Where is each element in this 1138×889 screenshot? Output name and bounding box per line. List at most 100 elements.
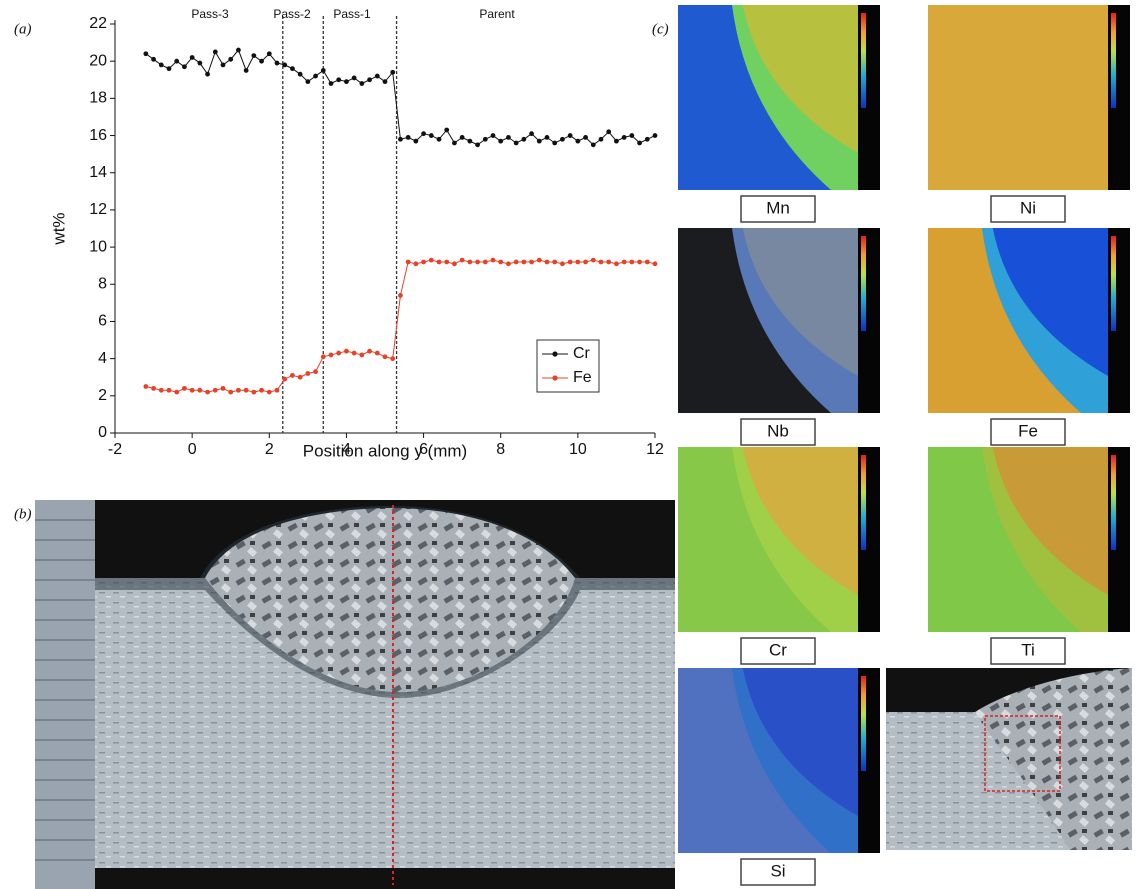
data-point: [398, 293, 403, 298]
y-tick-label: 20: [89, 52, 107, 69]
data-point: [329, 81, 334, 86]
data-point: [251, 53, 256, 58]
legend-swatch: [552, 351, 557, 356]
data-point: [583, 135, 588, 140]
x-axis-label: Position along y (mm): [303, 441, 467, 460]
data-point: [529, 131, 534, 136]
data-point: [452, 141, 457, 146]
panel-label: (c): [652, 21, 669, 37]
data-point: [429, 258, 434, 263]
data-point: [614, 139, 619, 144]
data-point: [383, 354, 388, 359]
data-point: [313, 74, 318, 79]
data-point: [174, 390, 179, 395]
data-point: [190, 55, 195, 60]
map-label: Ti: [1021, 640, 1035, 659]
data-point: [359, 81, 364, 86]
data-point: [352, 76, 357, 81]
legend-label: Cr: [573, 345, 591, 362]
data-point: [228, 57, 233, 62]
data-point: [298, 72, 303, 77]
data-point: [313, 369, 318, 374]
data-point: [413, 261, 418, 266]
data-point: [352, 351, 357, 356]
y-tick-label: 6: [98, 313, 107, 330]
data-point: [606, 260, 611, 265]
data-point: [159, 63, 164, 68]
colorbar: [1111, 236, 1116, 331]
data-point: [205, 390, 210, 395]
legend-label: Fe: [573, 369, 592, 386]
element-map: Ni: [928, 5, 1130, 222]
data-point: [521, 260, 526, 265]
weld-inset: [886, 668, 1132, 850]
element-map: Fe: [928, 228, 1130, 445]
data-point: [575, 139, 580, 144]
x-tick-label: 10: [569, 441, 587, 458]
data-point: [622, 260, 627, 265]
data-point: [599, 260, 604, 265]
y-tick-label: 16: [89, 127, 107, 144]
colorbar: [861, 236, 866, 331]
data-point: [421, 260, 426, 265]
data-point: [336, 351, 341, 356]
figure: (a) (b) (c) MnNiNbFeCrTiSi 0246810121416…: [0, 0, 1138, 889]
data-point: [228, 390, 233, 395]
data-point: [406, 135, 411, 140]
data-point: [275, 61, 280, 66]
data-point: [452, 261, 457, 266]
colorbar: [1111, 13, 1116, 108]
data-point: [205, 72, 210, 77]
y-tick-label: 22: [89, 15, 107, 32]
data-point: [591, 142, 596, 147]
data-point: [637, 141, 642, 146]
data-point: [259, 388, 264, 393]
data-point: [244, 68, 249, 73]
panel-label: (a): [14, 21, 32, 37]
y-tick-label: 4: [98, 350, 107, 367]
data-point: [498, 139, 503, 144]
data-point: [437, 137, 442, 142]
colorbar: [861, 676, 866, 771]
data-point: [305, 79, 310, 84]
data-point: [329, 353, 334, 358]
data-point: [143, 384, 148, 389]
y-tick-label: 10: [89, 238, 107, 255]
data-point: [637, 260, 642, 265]
data-point: [514, 260, 519, 265]
data-point: [344, 349, 349, 354]
data-point: [545, 135, 550, 140]
data-point: [321, 68, 326, 73]
data-point: [267, 390, 272, 395]
map-label: Ni: [1020, 198, 1036, 217]
data-point: [221, 386, 226, 391]
data-point: [151, 57, 156, 62]
data-point: [143, 51, 148, 56]
data-point: [244, 388, 249, 393]
map-label: Si: [770, 861, 785, 880]
data-point: [614, 261, 619, 266]
colorbar: [861, 455, 866, 550]
data-point: [591, 258, 596, 263]
panel-label: (b): [14, 506, 32, 522]
data-point: [529, 260, 534, 265]
y-tick-label: 14: [89, 164, 107, 181]
data-point: [221, 63, 226, 68]
data-point: [568, 260, 573, 265]
y-axis-label: wt%: [49, 212, 68, 245]
data-point: [236, 48, 241, 53]
data-point: [167, 388, 172, 393]
data-point: [629, 260, 634, 265]
weld-photo: [35, 500, 675, 889]
data-point: [460, 135, 465, 140]
y-tick-label: 2: [98, 387, 107, 404]
data-point: [282, 377, 287, 382]
legend-swatch: [552, 375, 557, 380]
data-point: [290, 373, 295, 378]
data-point: [560, 261, 565, 266]
data-point: [359, 353, 364, 358]
data-point: [537, 258, 542, 263]
data-point: [545, 260, 550, 265]
element-map: Cr: [678, 447, 880, 664]
data-point: [390, 70, 395, 75]
